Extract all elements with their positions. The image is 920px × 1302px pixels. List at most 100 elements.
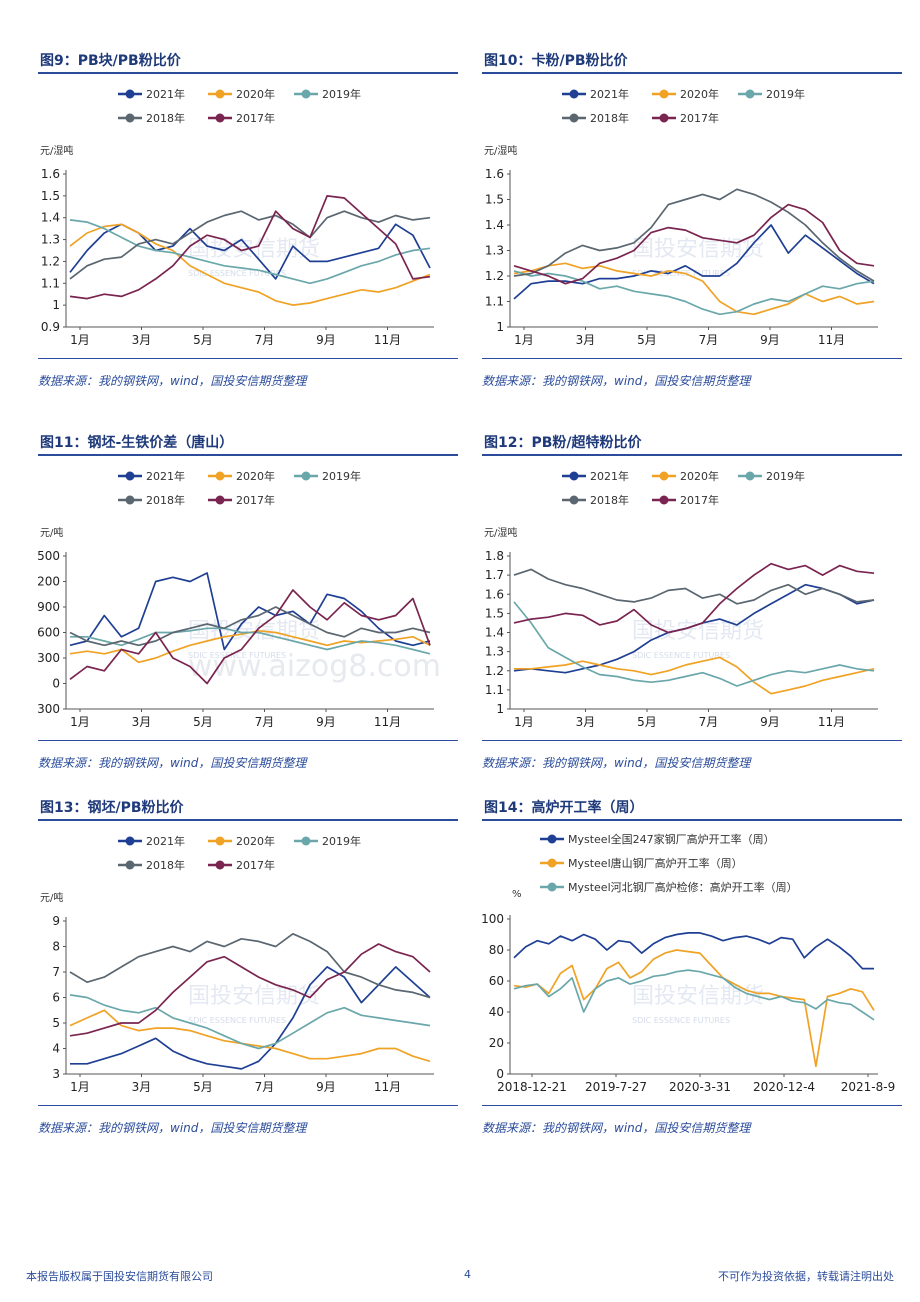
x-tick-label: 9月: [316, 333, 336, 347]
x-tick-label: 9月: [316, 1080, 336, 1094]
y-tick-label: 20: [489, 1036, 504, 1050]
y-tick-label: 1.1: [485, 683, 504, 697]
y-tick-label: 40: [489, 1005, 504, 1019]
chart-title: 图12：PB粉/超特粉比价: [482, 432, 902, 456]
x-tick-label: 1月: [70, 1080, 90, 1094]
legend-marker: [215, 471, 225, 481]
series-line: [513, 568, 875, 605]
series-line: [69, 589, 431, 685]
y-tick-label: 7: [52, 965, 60, 979]
y-tick-label: 1.1: [41, 276, 60, 290]
series-line: [69, 606, 431, 647]
series-line: [513, 270, 875, 316]
footer-page-number: 4: [464, 1268, 471, 1281]
legend-marker: [301, 471, 311, 481]
y-tick-label: 1.6: [41, 167, 60, 181]
watermark-brand-en: SDIC ESSENCE FUTURES: [188, 1016, 286, 1025]
legend-marker: [301, 836, 311, 846]
series-line: [513, 949, 875, 1068]
y-tick-label: 1.2: [41, 254, 60, 268]
legend-label: 2018年: [146, 858, 185, 872]
chart-title: 图9：PB块/PB粉比价: [38, 50, 458, 74]
y-tick-label: 1: [52, 298, 60, 312]
series-line: [69, 943, 431, 1037]
y-tick-label: 1: [496, 320, 504, 334]
x-tick-label: 1月: [70, 333, 90, 347]
legend-marker: [125, 860, 135, 870]
footer-disclaimer: 不可作为投资依据，转载请注明出处: [718, 1270, 894, 1283]
x-tick-label: 5月: [193, 1080, 213, 1094]
divider: [482, 358, 902, 359]
y-tick-label: 3: [52, 1067, 60, 1081]
x-tick-label: 5月: [193, 715, 213, 729]
series-line: [513, 224, 875, 300]
series-line: [513, 262, 875, 316]
x-tick-label: 1月: [514, 333, 534, 347]
legend-label: 2017年: [236, 493, 275, 507]
y-tick-label: 300: [38, 651, 60, 665]
y-tick-label: 1.2: [485, 664, 504, 678]
watermark-brand: 国投安信期货: [632, 237, 764, 262]
divider: [482, 740, 902, 741]
x-tick-label: 5月: [193, 333, 213, 347]
y-tick-label: 1.2: [485, 269, 504, 283]
legend-label: 2018年: [146, 111, 185, 125]
y-tick-label: 1.5: [485, 606, 504, 620]
y-tick-label: 600: [38, 626, 60, 640]
y-tick-label: 1: [496, 702, 504, 716]
legend-marker: [125, 495, 135, 505]
legend-marker: [125, 471, 135, 481]
chart-title: 图11：钢坯-生铁价差（唐山）: [38, 432, 458, 456]
legend-label: 2021年: [590, 87, 629, 101]
x-tick-label: 7月: [699, 715, 719, 729]
series-line: [514, 656, 875, 695]
chart-title: 图14：高炉开工率（周）: [482, 797, 902, 821]
x-tick-label: 11月: [374, 333, 401, 347]
legend-label: 2019年: [322, 469, 361, 483]
y-tick-label: 1.4: [485, 626, 504, 640]
source-note: 数据来源：我的钢铁网，wind，国投安信期货整理: [482, 1121, 751, 1135]
footer-copyright: 本报告版权属于国投安信期货有限公司: [26, 1270, 213, 1283]
legend-label: 2020年: [236, 834, 275, 848]
x-tick-label: 9月: [316, 715, 336, 729]
y-unit-label: 元/吨: [40, 526, 63, 539]
legend-label: 2019年: [766, 87, 805, 101]
legend-label: 2020年: [236, 87, 275, 101]
legend-marker: [569, 89, 579, 99]
watermark-brand: 国投安信期货: [632, 619, 764, 644]
legend-label: 2017年: [680, 111, 719, 125]
y-tick-label: 9: [52, 914, 60, 928]
divider: [482, 1105, 902, 1106]
x-tick-label: 9月: [760, 333, 780, 347]
legend-label: 2017年: [236, 111, 275, 125]
x-tick-label: 3月: [576, 715, 596, 729]
divider: [38, 358, 458, 359]
x-tick-label: 2020-3-31: [669, 1080, 731, 1094]
x-tick-label: 9月: [760, 715, 780, 729]
y-tick-label: 8: [52, 940, 60, 954]
legend-marker: [215, 89, 225, 99]
y-unit-label: 元/湿吨: [484, 526, 517, 539]
series-line: [69, 219, 431, 285]
watermark-brand: 国投安信期货: [188, 984, 320, 1009]
x-tick-label: 1月: [70, 715, 90, 729]
legend-marker: [125, 836, 135, 846]
y-unit-label: 元/湿吨: [484, 144, 517, 157]
y-tick-label: 1.3: [485, 244, 504, 258]
y-tick-label: 1.4: [41, 211, 60, 225]
watermark-brand-en: SDIC ESSENCE FUTURES: [632, 1016, 730, 1025]
watermark-brand-en: SDIC ESSENCE FUTURES: [632, 651, 730, 660]
legend-label: Mysteel唐山钢厂高炉开工率（周）: [568, 856, 743, 870]
y-tick-label: 1.5: [41, 189, 60, 203]
source-note: 数据来源：我的钢铁网，wind，国投安信期货整理: [38, 374, 307, 388]
y-unit-label: 元/吨: [40, 891, 63, 904]
series-line: [69, 223, 431, 306]
legend-label: 2020年: [680, 469, 719, 483]
x-tick-label: 7月: [255, 1080, 275, 1094]
y-unit-label: %: [512, 889, 522, 900]
legend-marker: [745, 471, 755, 481]
